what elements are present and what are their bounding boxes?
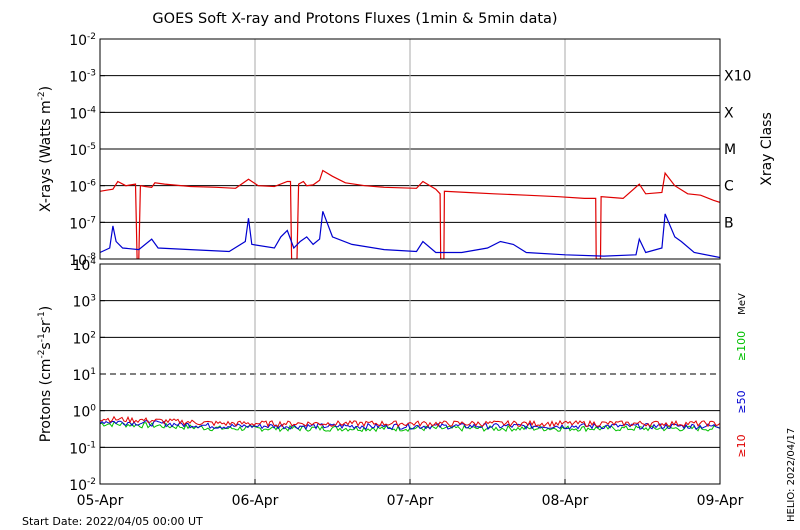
proton-legend: MeV ≥100 ≥50 ≥10 xyxy=(735,293,748,458)
xray-y-tick-label: 10-5 xyxy=(69,142,96,159)
xray-class-label: B xyxy=(724,215,734,231)
helio-credit: HELIO: 2022/04/17 xyxy=(786,428,797,522)
xray-class-axis-title: Xray Class xyxy=(759,112,775,186)
proton-y-tick-label: 10-2 xyxy=(69,477,96,494)
xray-y-tick-label: 10-4 xyxy=(69,105,96,122)
xray-y-tick-label: 10-7 xyxy=(69,215,96,232)
proton-gridlines xyxy=(100,264,720,484)
proton-legend-entry: ≥50 xyxy=(735,390,748,413)
xray-class-label: X xyxy=(724,105,734,121)
xray-class-label: M xyxy=(724,142,736,158)
start-date-label: Start Date: 2022/04/05 00:00 UT xyxy=(22,515,203,528)
proton-series-line-2 xyxy=(99,415,721,428)
x-tick-label: 08-Apr xyxy=(542,493,589,509)
xray-y-tick-label: 10-6 xyxy=(69,179,96,196)
proton-y-tick-label: 103 xyxy=(72,294,96,311)
proton-y-axis-label: Protons (cm-2s-1sr-1) xyxy=(37,306,54,442)
x-tick-label: 09-Apr xyxy=(697,493,744,509)
proton-y-tick-label: 10-1 xyxy=(69,440,96,457)
proton-series-line-1 xyxy=(99,420,721,431)
x-tick-label: 06-Apr xyxy=(232,493,279,509)
proton-legend-entry: ≥10 xyxy=(735,434,748,457)
xray-class-label: X10 xyxy=(724,69,751,85)
proton-y-tick-label: 100 xyxy=(72,404,96,421)
xray-y-ticks: 10-2 10-3 10-4 10-5 10-6 10-7 10-8 xyxy=(69,32,105,269)
proton-panel: 104 103 102 101 100 10-1 10-2 Protons (cm-2s-1… xyxy=(37,257,748,509)
proton-unit-label: MeV xyxy=(737,293,748,315)
proton-y-tick-label: 102 xyxy=(72,330,96,347)
x-tick-labels: 05-Apr 06-Apr 07-Apr 08-Apr 09-Apr xyxy=(77,479,744,509)
xray-y-tick-label: 10-8 xyxy=(69,252,96,269)
x-tick-label: 07-Apr xyxy=(387,493,434,509)
xray-y-tick-label: 10-2 xyxy=(69,32,96,49)
xray-y-axis-label: X-rays (Watts m-2) xyxy=(37,86,54,212)
xray-series xyxy=(100,169,720,259)
proton-y-ticks: 104 103 102 101 100 10-1 10-2 xyxy=(69,257,105,494)
x-tick-label: 05-Apr xyxy=(77,493,124,509)
xray-class-labels: X10 X M C B xyxy=(724,69,751,232)
proton-series xyxy=(99,415,721,433)
chart-title: GOES Soft X-ray and Protons Fluxes (1min… xyxy=(152,11,557,27)
xray-short-channel-line xyxy=(100,211,720,259)
xray-gridlines xyxy=(100,39,720,259)
proton-legend-entry: ≥100 xyxy=(735,331,748,361)
xray-long-channel-line xyxy=(100,169,720,259)
xray-panel: 10-2 10-3 10-4 10-5 10-6 10-7 10-8 X10 X M C B X-r… xyxy=(37,32,775,269)
proton-y-tick-label: 101 xyxy=(72,367,96,384)
proton-y-tick-label: 104 xyxy=(72,257,96,274)
xray-class-label: C xyxy=(724,179,734,195)
xray-y-tick-label: 10-3 xyxy=(69,69,96,86)
